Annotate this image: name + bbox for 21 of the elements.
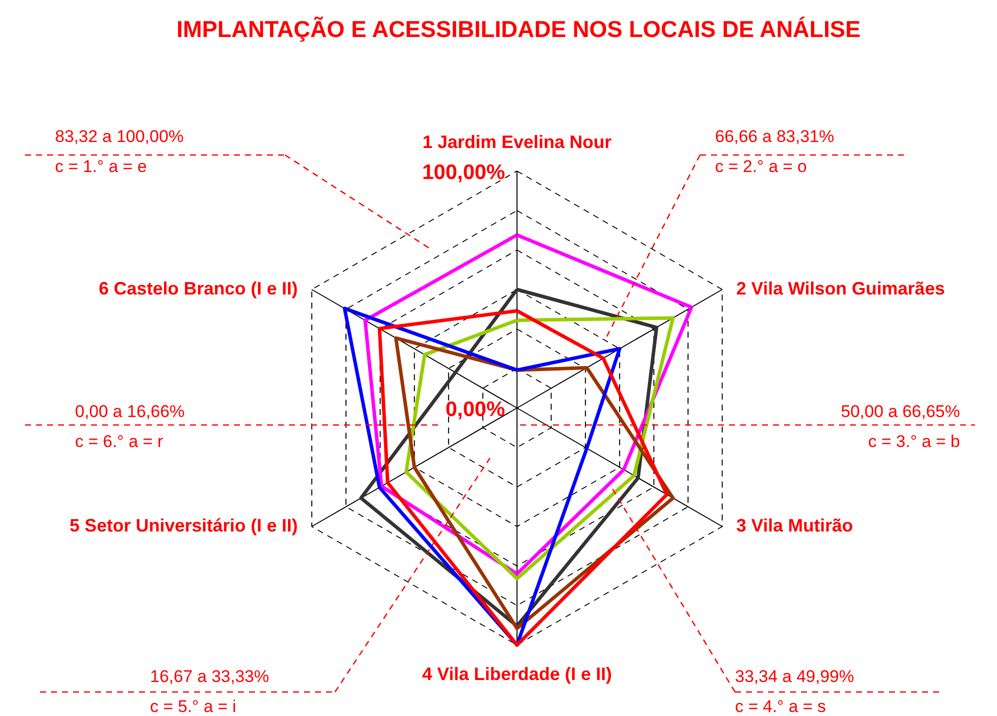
text: 66,66 a 83,31% <box>715 127 834 146</box>
spoke-label: 6 Castelo Branco (I e II) <box>98 278 298 298</box>
spoke-label: 1 Jardim Evelina Nour <box>422 132 612 152</box>
text: c = 6.° a = r <box>75 432 164 451</box>
spoke-label: 4 Vila Liberdade (I e II) <box>422 664 612 684</box>
spoke-label: 3 Vila Mutirão <box>736 516 853 536</box>
y-tick-label: 100,00% <box>422 161 506 184</box>
text: 16,67 a 33,33% <box>150 667 270 686</box>
text: 33,34 a 49,99% <box>735 667 854 686</box>
spoke-label: 5 Setor Universitário (I e II) <box>70 516 298 536</box>
spoke-label: 2 Vila Wilson Guimarães <box>736 278 945 298</box>
text: c = 3.° a = b <box>868 432 960 451</box>
y-tick-label: 0,00% <box>445 398 506 421</box>
text: c = 4.° a = s <box>735 697 826 716</box>
text: 0,00 a 16,66% <box>75 402 185 421</box>
text: c = 1.° a = e <box>55 157 147 176</box>
text: c = 2.° a = o <box>715 157 807 176</box>
text: 50,00 a 66,65% <box>840 402 960 421</box>
chart-title: IMPLANTAÇÃO E ACESSIBILIDADE NOS LOCAIS DE ANÁLISE <box>176 16 861 42</box>
text: c = 5.° a = i <box>150 697 236 716</box>
text: 83,32 a 100,00% <box>55 127 184 146</box>
